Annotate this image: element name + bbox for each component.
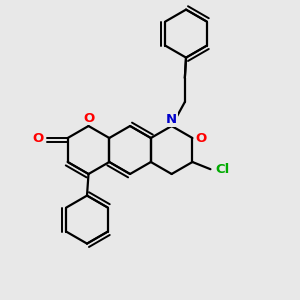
Text: O: O (32, 131, 43, 145)
Text: Cl: Cl (215, 163, 229, 176)
Text: O: O (83, 112, 94, 124)
Text: O: O (195, 131, 207, 145)
Text: N: N (166, 113, 177, 126)
